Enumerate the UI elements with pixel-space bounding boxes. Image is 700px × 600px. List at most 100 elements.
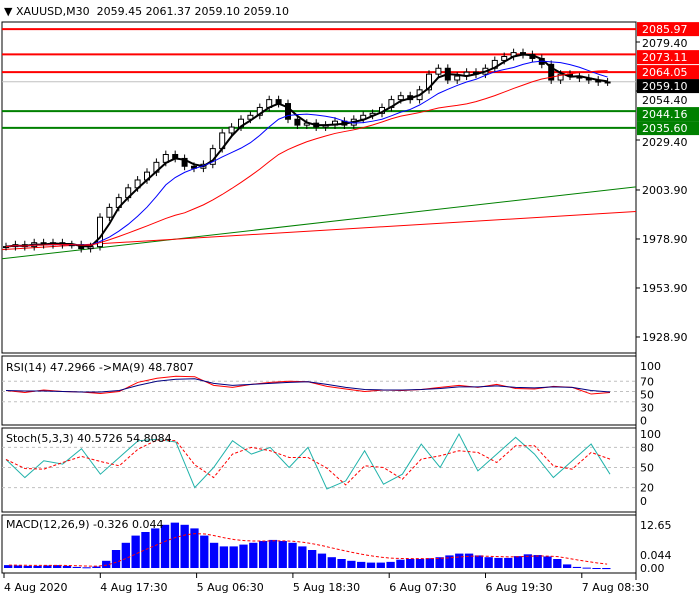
- macd-histogram-bar: [308, 550, 317, 568]
- macd-histogram-bar: [523, 554, 533, 568]
- candle: [97, 216, 103, 248]
- macd-histogram-bar: [425, 558, 434, 568]
- indicator-tick-label: 100: [640, 428, 661, 441]
- macd-histogram-bar: [13, 565, 23, 568]
- resistance-label: 2085.97: [642, 23, 688, 36]
- macd-histogram-bar: [219, 546, 229, 568]
- macd-tick-label: 0.00: [640, 562, 665, 575]
- ohlc-values: 2059.45 2061.37 2059.10 2059.10: [96, 5, 290, 18]
- candle: [604, 81, 611, 84]
- price-tick-label: 2029.40: [642, 136, 688, 149]
- macd-signal-line: [8, 533, 608, 567]
- moving-average-line: [5, 70, 608, 248]
- macd-histogram-bar: [102, 560, 111, 568]
- macd-histogram-bar: [53, 565, 62, 568]
- macd-histogram-bar: [386, 561, 395, 568]
- time-label: 6 Aug 07:30: [389, 581, 456, 594]
- macd-histogram-bar: [4, 565, 13, 568]
- macd-histogram-bar: [268, 539, 278, 568]
- time-label: 4 Aug 2020: [4, 581, 67, 594]
- support-label: 2044.16: [642, 108, 688, 121]
- macd-histogram-bar: [553, 559, 562, 568]
- indicator-tick-label: 0: [640, 414, 647, 427]
- macd-label: MACD(12,26,9) -0.326 0.044: [6, 518, 164, 531]
- resistance-label-bg: [637, 22, 699, 37]
- candle: [285, 103, 291, 120]
- macd-histogram-bar: [464, 553, 474, 568]
- moving-average-line: [5, 60, 608, 248]
- candle: [397, 95, 404, 101]
- indicator-tick-label: 50: [640, 462, 654, 475]
- chart-header: ▼ XAUUSD,M30 2059.45 2061.37 2059.10 205…: [4, 5, 289, 18]
- macd-histogram-bar: [200, 535, 209, 568]
- support-label: 2035.60: [642, 122, 688, 135]
- macd-histogram-bar: [121, 542, 130, 568]
- macd-histogram-bar: [72, 566, 81, 568]
- resistance-label: 2064.05: [642, 66, 688, 79]
- macd-histogram-bar: [592, 568, 601, 569]
- macd-histogram-bar: [23, 565, 32, 568]
- price-tick-label: 2003.90: [642, 184, 688, 197]
- stoch-signal-line: [5, 439, 611, 486]
- candle: [247, 114, 254, 120]
- macd-histogram-bar: [278, 541, 287, 568]
- macd-histogram-bar: [504, 557, 513, 568]
- macd-histogram-bar: [239, 544, 248, 568]
- stoch-label: Stoch(5,3,3) 40.5726 54.8084: [6, 432, 172, 445]
- time-label: 6 Aug 19:30: [486, 581, 553, 594]
- candle: [106, 206, 113, 218]
- macd-histogram-bar: [298, 546, 307, 568]
- candle: [181, 157, 188, 167]
- macd-histogram-bar: [415, 559, 425, 568]
- macd-histogram-bar: [327, 557, 336, 568]
- macd-histogram-bar: [141, 532, 150, 568]
- indicator-tick-label: 30: [640, 401, 654, 414]
- macd-histogram-bar: [513, 556, 523, 568]
- current-price-label-bg: [637, 79, 699, 94]
- macd-histogram-bar: [376, 562, 385, 568]
- macd-histogram-bar: [82, 567, 91, 569]
- macd-histogram-bar: [33, 565, 42, 568]
- trendline: [1, 211, 637, 251]
- macd-histogram-bar: [170, 522, 180, 568]
- macd-histogram-bar: [288, 542, 297, 568]
- support-label-bg: [637, 107, 699, 122]
- candle: [557, 73, 564, 81]
- indicator-tick-label: 50: [640, 388, 654, 401]
- time-label: 5 Aug 06:30: [197, 581, 264, 594]
- time-label: 4 Aug 17:30: [100, 581, 167, 594]
- time-label: 7 Aug 08:30: [582, 581, 649, 594]
- macd-histogram-bar: [366, 562, 376, 568]
- price-tick-label: 1928.90: [642, 331, 688, 344]
- macd-histogram-bar: [572, 566, 582, 568]
- price-tick-label: 2054.40: [642, 94, 688, 107]
- macd-histogram-bar: [357, 561, 366, 568]
- price-tick-label: 1953.90: [642, 282, 688, 295]
- resistance-label-bg: [637, 65, 699, 80]
- dropdown-triangle-icon[interactable]: ▼: [4, 5, 13, 18]
- stoch-main-line: [5, 432, 611, 490]
- macd-histogram-bar: [317, 553, 327, 568]
- macd-histogram-bar: [160, 524, 170, 568]
- macd-histogram-bar: [43, 565, 52, 568]
- resistance-label: 2073.11: [642, 51, 688, 64]
- indicator-tick-label: 100: [640, 360, 661, 373]
- rsi-label: RSI(14) 47.2966 ->MA(9) 48.7807: [6, 361, 194, 374]
- candle: [426, 73, 432, 91]
- macd-histogram-bar: [406, 559, 415, 568]
- price-tick-label: 1978.90: [642, 233, 688, 246]
- support-label-bg: [637, 121, 699, 136]
- price-tick-label: 2079.40: [642, 37, 688, 50]
- indicator-tick-label: 80: [640, 441, 654, 454]
- macd-histogram-bar: [62, 565, 72, 568]
- candle: [454, 75, 461, 81]
- macd-histogram-bar: [494, 557, 503, 568]
- macd-histogram-bar: [396, 559, 405, 568]
- macd-histogram-bar: [111, 550, 121, 568]
- rsi-ma-line: [5, 378, 611, 393]
- macd-histogram-bar: [337, 559, 346, 568]
- candle: [435, 67, 442, 75]
- indicator-tick-label: 20: [640, 482, 654, 495]
- candle: [228, 126, 235, 134]
